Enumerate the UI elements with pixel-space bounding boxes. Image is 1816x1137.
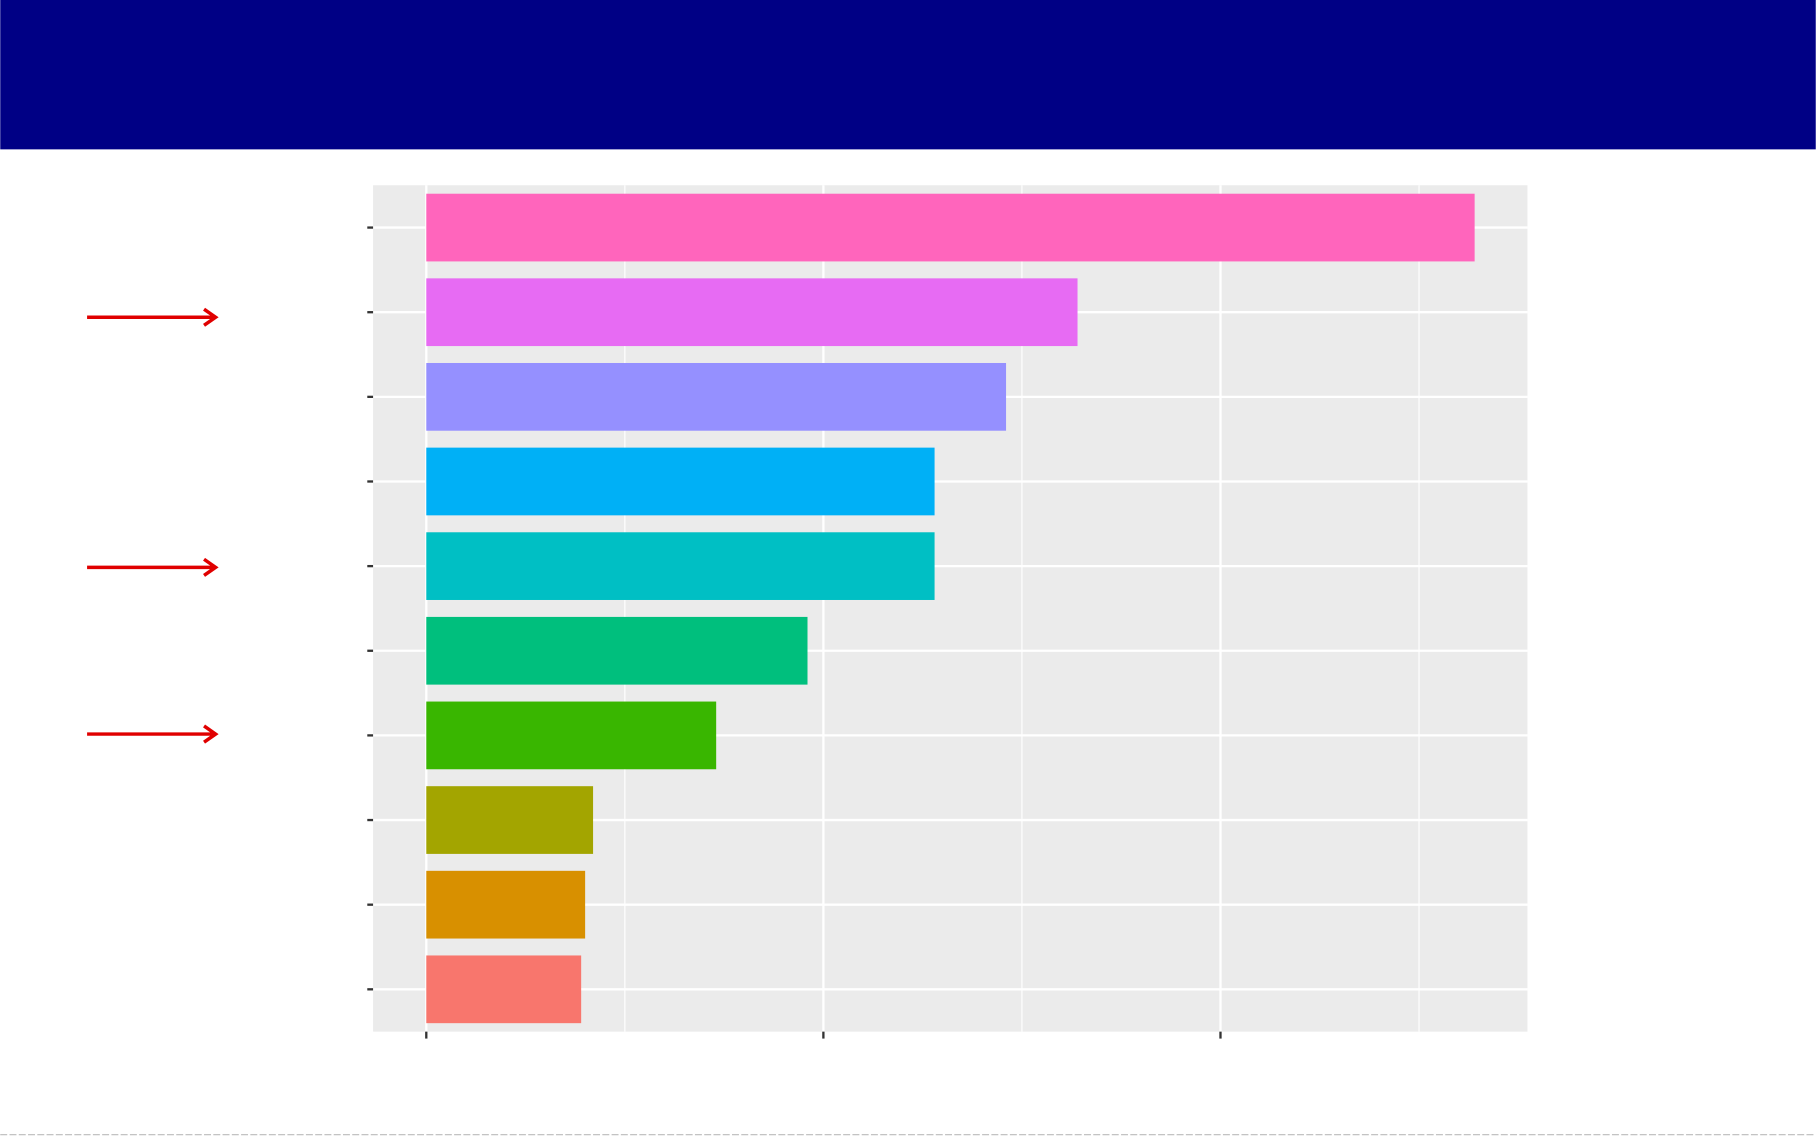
arrow <box>87 557 219 577</box>
arrow <box>87 724 219 744</box>
bar <box>426 532 935 600</box>
bar <box>426 786 594 854</box>
bar <box>426 616 808 685</box>
bar <box>426 362 1007 431</box>
bar <box>426 955 582 1024</box>
bar <box>426 870 586 939</box>
bar <box>426 447 935 516</box>
bar <box>426 193 1475 262</box>
header-bar <box>0 0 1816 150</box>
bar <box>426 278 1078 347</box>
arrows <box>87 307 219 744</box>
bar <box>426 701 717 770</box>
arrow <box>87 307 219 327</box>
